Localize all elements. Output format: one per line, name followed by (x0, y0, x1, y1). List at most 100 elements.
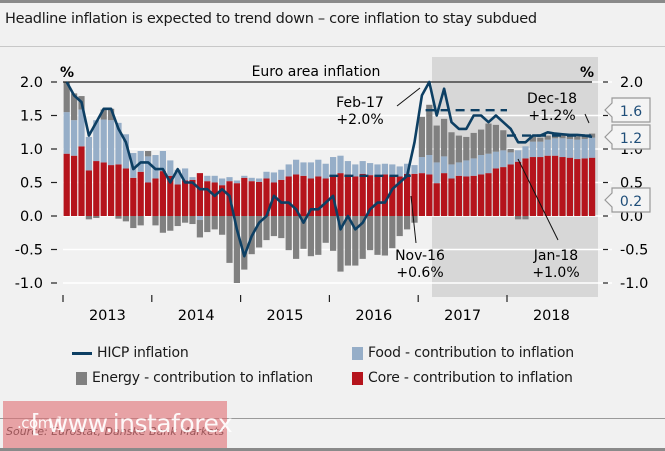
bar-core (204, 181, 211, 216)
bar-core (500, 167, 507, 216)
annotation-leader-feb17 (396, 87, 421, 107)
bar-core (108, 165, 115, 216)
bar-food (411, 165, 418, 174)
bar-food (352, 164, 359, 177)
bar-food (537, 141, 544, 158)
bar-energy (293, 216, 300, 259)
bar-food (71, 120, 78, 156)
bar-food (122, 134, 129, 169)
bar-core (174, 184, 181, 216)
bar-core (256, 181, 263, 216)
bar-energy (559, 134, 566, 139)
bar-energy (204, 216, 211, 233)
legend-item-core: Core - contribution to inflation (352, 370, 573, 386)
legend-swatch-core (352, 371, 363, 385)
bar-energy (93, 216, 100, 219)
bar-core (455, 175, 462, 216)
bar-energy (492, 124, 499, 152)
bar-energy (219, 216, 226, 235)
bar-core (581, 158, 588, 216)
title-divider (0, 46, 665, 47)
bar-energy (441, 118, 448, 157)
watermark: [ www.instaforex .com ] (3, 401, 233, 449)
annotation-nov16-date: Nov-16 (395, 248, 445, 264)
callout-1-2-label: 1.2 (620, 131, 642, 147)
y-axis-left: 2.0 1.5 1.0 0.5 0.0 -0.5 -1.0 (15, 75, 57, 292)
callout-1-2: 1.2 (604, 124, 651, 150)
annotation-leader-dec18 (584, 113, 590, 124)
legend-label: Energy - contribution to inflation (92, 370, 313, 386)
bar-food (337, 155, 344, 174)
bar-core (93, 161, 100, 216)
bar-energy (226, 216, 233, 263)
bar-core (219, 185, 226, 216)
bar-core (492, 168, 499, 216)
bar-food (182, 168, 189, 181)
bar-energy (485, 123, 492, 154)
bar-core (159, 171, 166, 216)
bar-food (485, 153, 492, 174)
bar-food (100, 119, 107, 163)
annotation-feb17-date: Feb-17 (336, 95, 384, 111)
y-tick-label-left: -1.0 (15, 276, 43, 292)
bar-energy (344, 216, 351, 266)
bar-food (574, 139, 581, 160)
bar-energy (374, 216, 381, 255)
bar-core (507, 164, 514, 216)
y-tick-label-left: 2.0 (20, 75, 43, 91)
bar-core (433, 183, 440, 216)
bar-food (63, 112, 70, 154)
bar-core (211, 182, 218, 216)
bar-food (389, 164, 396, 177)
bar-food (189, 177, 196, 180)
bar-core (145, 182, 152, 216)
bar-core (374, 175, 381, 216)
bar-core (263, 178, 270, 216)
bar-core (322, 178, 329, 216)
bar-energy (285, 216, 292, 251)
bar-energy (448, 132, 455, 165)
bar-energy (256, 216, 263, 248)
bar-core (589, 157, 596, 216)
legend-swatch-food (352, 346, 363, 360)
bar-food (159, 151, 166, 172)
bar-food (559, 138, 566, 158)
x-tick-label: 2017 (444, 308, 481, 324)
x-tick-label: 2015 (267, 308, 304, 324)
bar-food (381, 163, 388, 175)
bar-core (574, 159, 581, 216)
inflation-chart: 2.0 1.5 1.0 0.5 0.0 -0.5 -1.0 2.0 1.5 1.0 0.5 0.0 -… (15, 57, 651, 324)
bar-food (359, 161, 366, 174)
bar-core (337, 173, 344, 216)
annotation-dec18-value: +1.2% (528, 108, 575, 124)
bar-energy (122, 216, 129, 222)
bar-energy (189, 216, 196, 225)
bar-core (515, 161, 522, 216)
bar-food (589, 137, 596, 158)
bar-energy (470, 132, 477, 159)
chart-title: Euro area inflation (252, 64, 381, 80)
bar-core (441, 173, 448, 216)
bar-energy (130, 216, 137, 229)
bar-energy (537, 137, 544, 142)
bar-food (529, 141, 536, 158)
bar-energy (174, 216, 181, 227)
bar-core (544, 155, 551, 216)
bar-core (559, 157, 566, 216)
bar-core (167, 175, 174, 216)
bar-energy (404, 216, 411, 230)
bar-core (389, 176, 396, 216)
bar-food (515, 150, 522, 162)
bar-energy (145, 151, 152, 157)
bar-energy (315, 216, 322, 255)
callout-0-2-label: 0.2 (620, 194, 642, 210)
bar-core (189, 179, 196, 216)
bar-core (522, 158, 529, 216)
bar-energy (433, 125, 440, 163)
bar-core (359, 173, 366, 216)
bar-core (552, 155, 559, 216)
bar-energy (167, 216, 174, 231)
annotation-feb17-value: +2.0% (336, 112, 383, 128)
legend-label: HICP inflation (97, 345, 189, 361)
bar-core (71, 155, 78, 216)
